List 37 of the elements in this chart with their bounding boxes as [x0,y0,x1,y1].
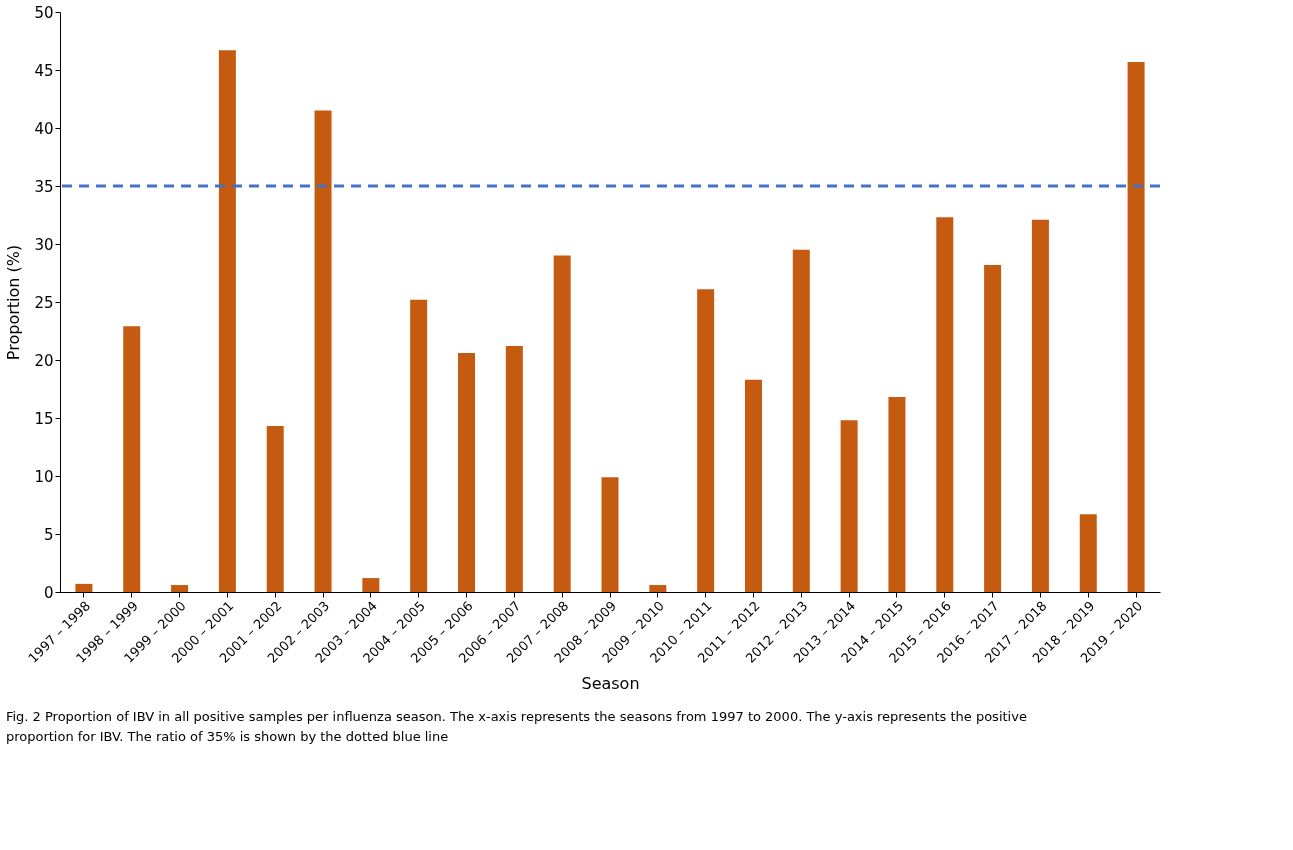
y-tick-label: 20 [34,351,54,370]
bar [840,420,858,592]
bar [649,585,667,592]
y-tick-label: 5 [43,525,54,544]
y-tick-label: 35 [34,177,54,196]
y-tick-label: 0 [43,583,54,602]
caption: Fig. 2 Proportion of IBV in all positive samples per influenza season. The x-axis represents the seasons from 1997 to 2000. The y-axis represents the positive proportion for IBV. The ratio of 35% is shown by the dotted blue line [5,709,1027,745]
y-tick-label: 45 [34,61,54,80]
bar [410,299,428,592]
y-tick-label: 10 [34,467,54,486]
bar [553,255,571,592]
bar [505,346,523,592]
y-tick-label: 50 [34,3,54,22]
y-tick-label: 25 [34,293,54,312]
x-axis-title: Season [581,673,640,693]
bar [1127,61,1145,592]
bar [888,397,906,592]
bar [1031,219,1049,592]
y-axis-title: Proportion (%) [4,244,24,361]
bar [792,249,810,592]
bar [218,50,236,592]
bar [171,585,189,592]
y-tick-label: 30 [34,235,54,254]
y-tick-label: 40 [34,119,54,138]
bar [936,217,954,592]
y-tick-label: 15 [34,409,54,428]
bar [1079,514,1097,592]
bar [75,583,93,592]
bar [697,289,715,592]
bar [744,379,762,592]
bar [362,578,380,592]
bar [266,426,284,592]
bar [123,326,141,592]
bar [314,110,332,592]
bar [984,264,1002,592]
bar [458,353,476,592]
bar [601,477,619,592]
